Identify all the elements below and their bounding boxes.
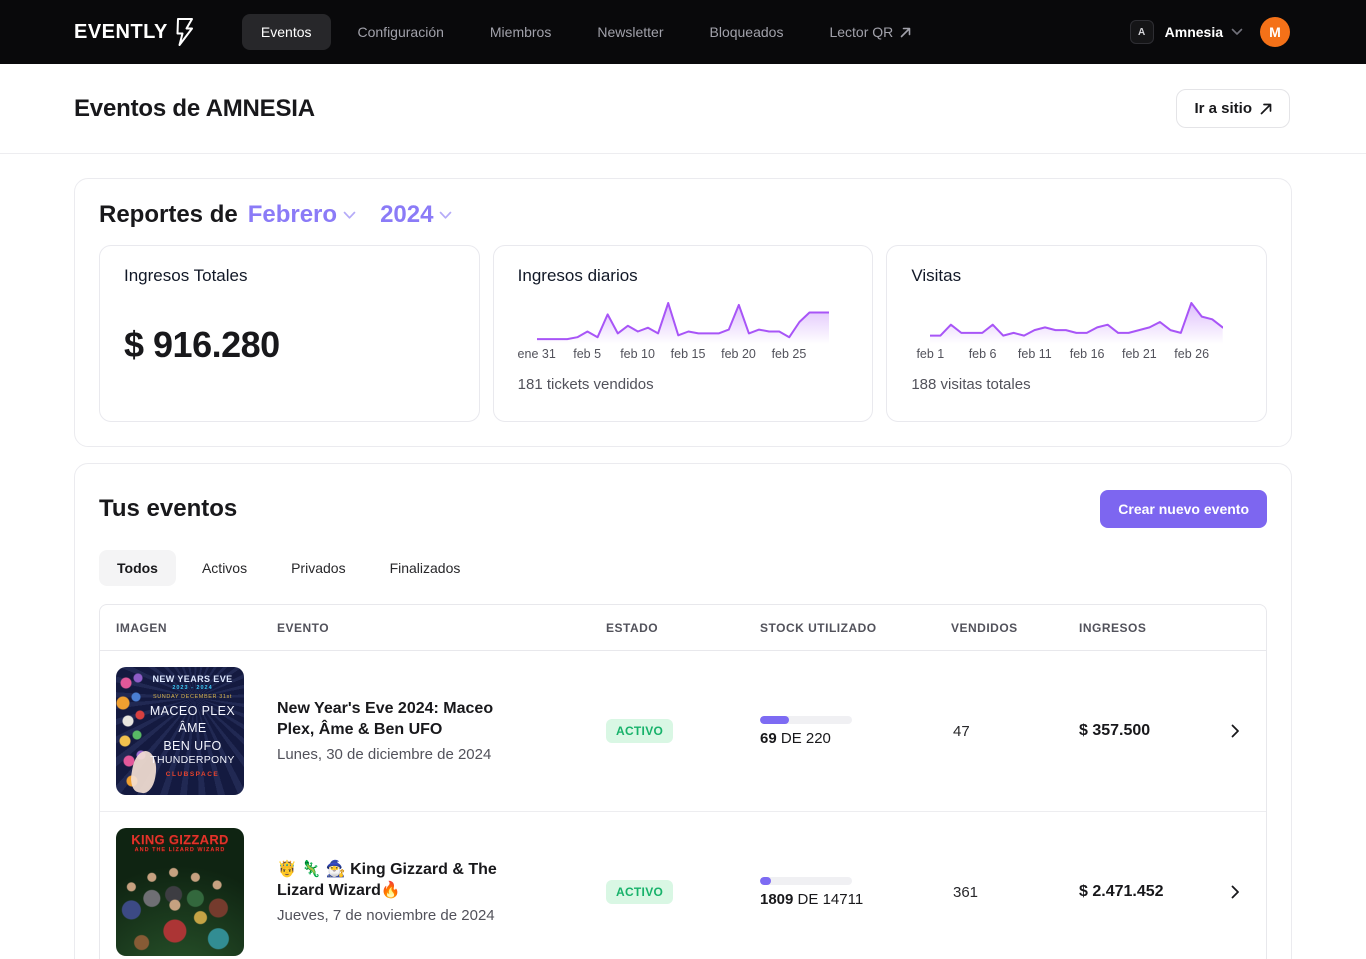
status-badge: ACTIVO (606, 719, 674, 743)
nav-item-newsletter[interactable]: Newsletter (597, 24, 664, 40)
nav-menu: Eventos Configuración Miembros Newslette… (241, 14, 930, 50)
tab-todos[interactable]: Todos (99, 550, 176, 586)
tab-finalizados[interactable]: Finalizados (389, 560, 461, 576)
tab-activos[interactable]: Activos (201, 560, 248, 576)
report-cards: Ingresos Totales $ 916.280 Ingresos diar… (99, 245, 1268, 422)
tab-privados[interactable]: Privados (291, 560, 346, 576)
event-title: 🤴 🦎 🧙‍♂️ King Gizzard & The Lizard Wizar… (277, 861, 497, 899)
workspace-badge: A (1129, 20, 1154, 44)
year-dropdown[interactable]: 2024 (380, 201, 452, 229)
nav-right-cluster: A Amnesia M (1129, 17, 1290, 47)
table-row[interactable]: NEW YEARS EVE 2023 - 2024 SUNDAY DECEMBE… (100, 651, 1266, 811)
nav-item-configuracion[interactable]: Configuración (357, 24, 444, 40)
vendidos-value: 47 (953, 722, 970, 740)
year-value: 2024 (380, 201, 434, 228)
page-title: Eventos de AMNESIA (74, 94, 315, 122)
events-table: IMAGEN EVENTO ESTADO STOCK UTILIZADO VEN… (99, 604, 1267, 959)
nav-item-eventos[interactable]: Eventos (241, 14, 331, 50)
visits-caption: 188 visitas totales (911, 376, 1031, 393)
visits-chart-ticks: feb 1 feb 6 feb 11 feb 16 feb 21 feb 26 (916, 347, 1210, 361)
user-avatar[interactable]: M (1260, 17, 1290, 47)
event-date: Lunes, 30 de diciembre de 2024 (277, 745, 492, 763)
table-header: IMAGEN EVENTO ESTADO STOCK UTILIZADO VEN… (100, 605, 1266, 651)
event-poster-king-gizzard: KING GIZZARD AND THE LIZARD WIZARD (116, 828, 244, 956)
ingresos-value: $ 2.471.452 (1079, 883, 1164, 900)
stock-text: 1809 DE 14711 (760, 890, 864, 908)
visits-title: Visitas (911, 266, 962, 285)
col-stock: STOCK UTILIZADO (760, 620, 877, 635)
chevron-down-icon (343, 211, 356, 220)
month-value: Febrero (247, 201, 338, 228)
workspace-name: Amnesia (1164, 24, 1223, 40)
col-imagen: IMAGEN (116, 620, 167, 635)
event-tabs: Todos Activos Privados Finalizados (99, 550, 1267, 586)
ingresos-value: $ 357.500 (1079, 722, 1151, 739)
events-title: Tus eventos (99, 495, 238, 522)
chevron-down-icon (1231, 28, 1243, 36)
month-dropdown[interactable]: Febrero (248, 201, 356, 229)
logo-text: EVENTLY (74, 20, 168, 43)
vendidos-value: 361 (953, 883, 979, 901)
daily-income-chart-ticks: ene 31 feb 5 feb 10 feb 15 feb 20 feb 25 (517, 347, 807, 361)
create-event-button[interactable]: Crear nuevo evento (1100, 490, 1267, 528)
nav-item-bloqueados[interactable]: Bloqueados (709, 24, 784, 40)
daily-income-chart (537, 298, 830, 344)
reports-title: Reportes de (99, 201, 238, 228)
daily-income-caption: 181 tickets vendidos (517, 376, 654, 393)
event-poster-nye: NEW YEARS EVE 2023 - 2024 SUNDAY DECEMBE… (116, 667, 244, 795)
daily-income-card: Ingresos diarios ene 31 feb 5 feb 10 feb 15… (492, 245, 874, 422)
chevron-right-icon[interactable] (1227, 884, 1243, 900)
total-income-card: Ingresos Totales $ 916.280 (99, 245, 480, 422)
status-badge: ACTIVO (606, 880, 674, 904)
evently-logo-icon (172, 17, 196, 47)
table-row[interactable]: KING GIZZARD AND THE LIZARD WIZARD 🤴 🦎 🧙… (100, 811, 1266, 959)
chevron-right-icon[interactable] (1227, 723, 1243, 739)
stock-progress-bar (760, 876, 852, 885)
go-to-site-button[interactable]: Ir a sitio (1176, 89, 1290, 128)
total-income-value: $ 916.280 (124, 324, 280, 365)
nav-item-lector-qr[interactable]: Lector QR (810, 14, 930, 50)
event-date: Jueves, 7 de noviembre de 2024 (277, 906, 495, 924)
visits-chart (930, 298, 1223, 344)
chevron-down-icon (439, 211, 452, 220)
workspace-selector[interactable]: Amnesia (1165, 24, 1243, 40)
col-estado: ESTADO (606, 620, 659, 635)
external-link-icon (1260, 103, 1272, 115)
daily-income-title: Ingresos diarios (517, 266, 638, 285)
event-title: New Year's Eve 2024: Maceo Plex, Âme & B… (277, 700, 494, 738)
stock-progress-bar (760, 715, 852, 724)
nav-item-miembros[interactable]: Miembros (489, 24, 552, 40)
visits-card: Visitas feb 1 feb 6 feb 11 feb 16 feb 21 feb … (886, 245, 1268, 422)
total-income-title: Ingresos Totales (124, 266, 248, 285)
reports-panel: Reportes de Febrero 2024 Ingresos Totale… (74, 178, 1292, 447)
col-ingresos: INGRESOS (1079, 620, 1147, 635)
col-evento: EVENTO (277, 620, 330, 635)
top-nav: EVENTLY Eventos Configuración Miembros N… (0, 0, 1366, 64)
col-vendidos: VENDIDOS (951, 620, 1018, 635)
page-header: Eventos de AMNESIA Ir a sitio (0, 64, 1366, 154)
external-link-icon (900, 27, 911, 38)
reports-header: Reportes de Febrero 2024 (99, 201, 1267, 229)
events-panel: Tus eventos Crear nuevo evento Todos Act… (74, 463, 1292, 959)
evently-logo[interactable]: EVENTLY (74, 17, 196, 47)
poster-band-art (116, 860, 244, 956)
stock-text: 69 DE 220 (760, 729, 831, 747)
